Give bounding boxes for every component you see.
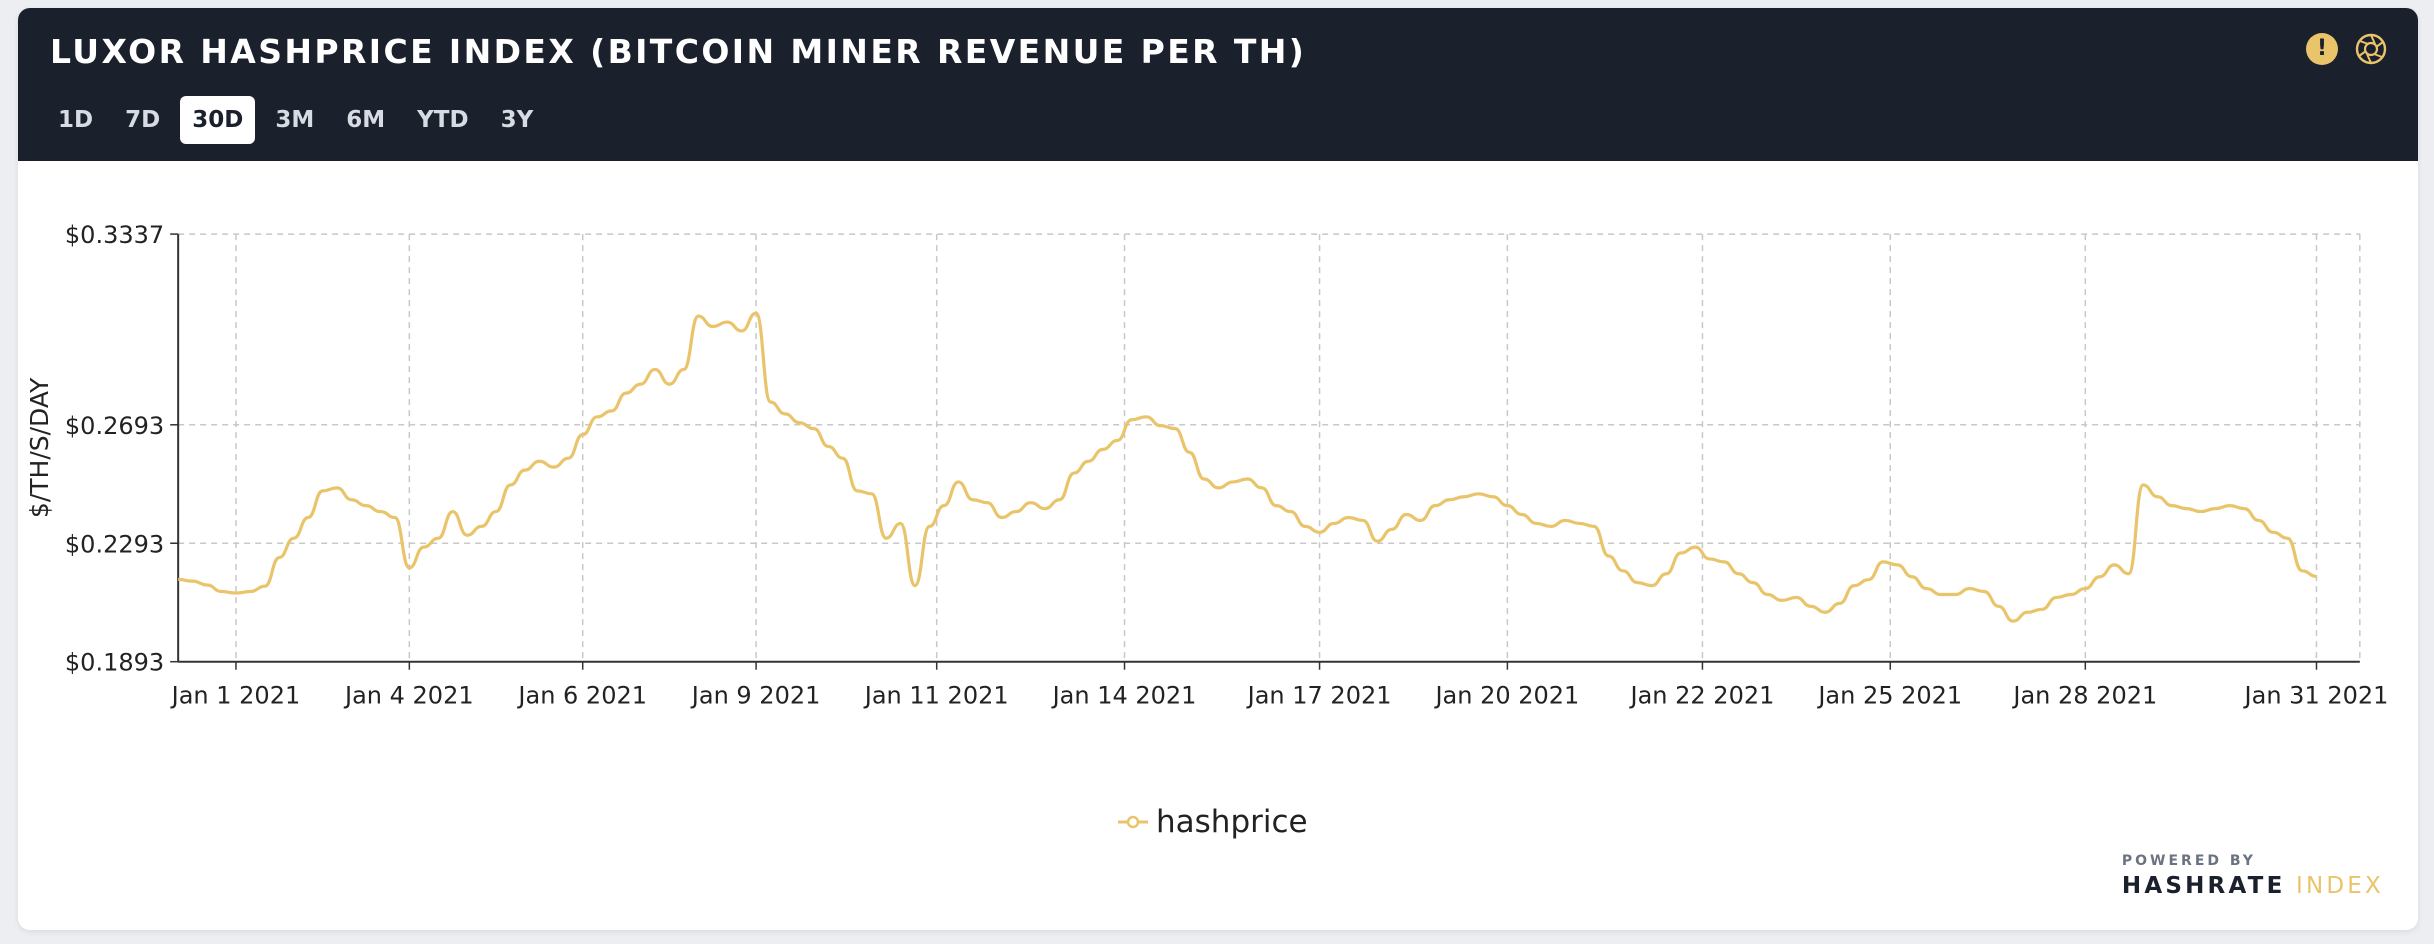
y-axis-ticks: $0.1893 $0.2293 $0.2693 $0.3337 — [65, 221, 164, 677]
header-icons: ! — [2306, 32, 2388, 66]
page-title: LUXOR HASHPRICE INDEX (BITCOIN MINER REV… — [50, 32, 1307, 71]
chart-card: LUXOR HASHPRICE INDEX (BITCOIN MINER REV… — [18, 8, 2418, 930]
series-line-hashprice — [178, 311, 2317, 623]
time-range-tabs: 1D 7D 30D 3M 6M YTD 3Y — [46, 96, 545, 144]
chart-header: LUXOR HASHPRICE INDEX (BITCOIN MINER REV… — [18, 8, 2418, 161]
brand-logo: HASHRATE INDEX — [2122, 873, 2384, 899]
x-tick-label: Jan 25 2021 — [1816, 682, 1962, 710]
chart-axes — [170, 233, 2360, 670]
y-tick-label: $0.1893 — [65, 649, 164, 677]
camera-icon[interactable] — [2354, 32, 2388, 66]
x-tick-label: Jan 6 2021 — [516, 682, 647, 710]
y-tick-label: $0.2293 — [65, 530, 164, 558]
x-tick-label: Jan 9 2021 — [690, 682, 821, 710]
y-tick-label: $0.3337 — [65, 221, 164, 249]
tab-6m[interactable]: 6M — [346, 107, 386, 133]
chart-legend[interactable]: hashprice — [1118, 804, 1308, 840]
brand-name-part2: INDEX — [2296, 873, 2384, 899]
x-tick-label: Jan 28 2021 — [2011, 682, 2157, 710]
x-axis-ticks: Jan 1 2021 Jan 4 2021 Jan 6 2021 Jan 9 2021… — [170, 682, 2389, 710]
x-tick-label: Jan 14 2021 — [1051, 682, 1197, 710]
x-tick-label: Jan 17 2021 — [1246, 682, 1392, 710]
legend-label: hashprice — [1156, 804, 1308, 840]
tab-ytd[interactable]: YTD — [417, 107, 469, 133]
brand-name-part1: HASHRATE — [2121, 873, 2286, 899]
warning-icon[interactable]: ! — [2306, 33, 2338, 65]
hashprice-line-chart: $0.1893$0.2293$0.2693$0.3337 Jan 1 2021 J… — [25, 221, 2389, 710]
x-tick-label: Jan 31 2021 — [2243, 682, 2389, 710]
legend-line-marker-icon — [1118, 815, 1148, 829]
chart-grid — [178, 233, 2361, 662]
tab-3m[interactable]: 3M — [275, 107, 315, 133]
x-tick-label: Jan 20 2021 — [1433, 682, 1579, 710]
x-tick-label: Jan 11 2021 — [863, 682, 1009, 710]
y-axis-label: $/TH/S/DAY — [25, 377, 54, 518]
x-tick-label: Jan 22 2021 — [1629, 682, 1775, 710]
y-tick-label: $0.2693 — [65, 412, 164, 440]
x-tick-label: Jan 1 2021 — [170, 682, 301, 710]
tab-1d[interactable]: 1D — [58, 107, 94, 133]
tab-7d[interactable]: 7D — [125, 107, 161, 133]
tab-3y[interactable]: 3Y — [500, 107, 534, 133]
x-tick-label: Jan 4 2021 — [343, 682, 474, 710]
series-layer — [178, 311, 2317, 623]
powered-by-badge[interactable]: POWERED BY HASHRATE INDEX — [2122, 853, 2384, 899]
powered-by-text: POWERED BY — [2121, 853, 2256, 869]
tab-30d[interactable]: 30D — [180, 96, 256, 144]
